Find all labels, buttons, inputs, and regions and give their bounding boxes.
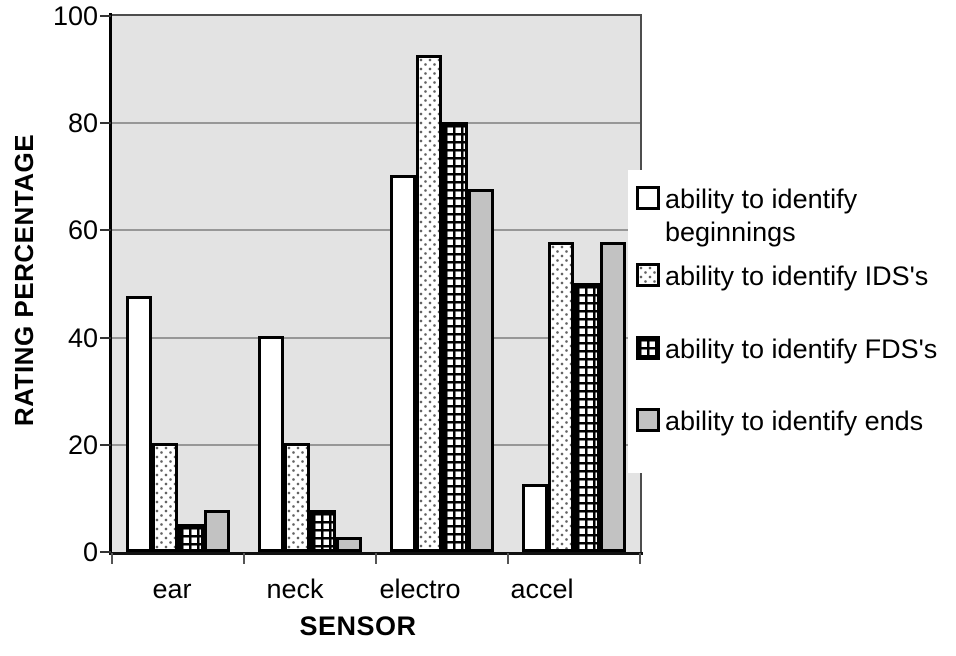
- legend-swatch-dotted-icon: [636, 263, 660, 287]
- legend-label-2: ability to identify IDS's: [665, 261, 929, 291]
- bar-accel-s4: [600, 242, 626, 552]
- bar-neck-s4: [336, 537, 362, 552]
- legend-item-1: ability to identify beginnings: [636, 183, 953, 249]
- gridline-60: [112, 229, 640, 232]
- bar-electro-s2: [416, 54, 442, 552]
- y-tick-label-60: 60: [67, 215, 98, 246]
- bar-neck-s2: [284, 443, 310, 552]
- y-tick-20: [100, 443, 111, 446]
- bar-neck-s1: [258, 336, 284, 552]
- y-axis-line: [109, 13, 112, 555]
- x-tick-1: [243, 553, 245, 564]
- legend-item-2: ability to identify IDS's: [636, 260, 928, 293]
- y-tick-100: [100, 15, 111, 17]
- bar-ear-s1: [126, 295, 152, 552]
- gridline-20: [112, 443, 640, 446]
- x-tick-2: [375, 553, 377, 564]
- y-tick-80: [100, 122, 111, 125]
- bar-electro-s3: [442, 121, 468, 552]
- bar-electro-s4: [468, 188, 494, 552]
- bar-neck-s3: [310, 510, 336, 552]
- x-tick-0: [111, 553, 113, 564]
- gridline-40: [112, 336, 640, 339]
- y-tick-60: [100, 229, 111, 232]
- x-tick-3: [507, 553, 509, 564]
- y-tick-label-20: 20: [67, 429, 98, 460]
- legend-label-1: ability to identify beginnings: [665, 184, 858, 247]
- legend-label-3: ability to identify FDS's: [665, 334, 938, 364]
- x-label-neck: neck: [266, 574, 324, 604]
- plot-area: [112, 16, 640, 552]
- x-label-ear: ear: [152, 574, 192, 604]
- legend-item-3: ability to identify FDS's: [636, 333, 937, 366]
- y-tick-label-80: 80: [67, 108, 98, 139]
- x-axis-title: SENSOR: [299, 611, 417, 641]
- y-tick-label-0: 0: [82, 537, 98, 567]
- legend: ability to identify beginnings ability to…: [628, 170, 956, 473]
- bar-accel-s3: [574, 282, 600, 552]
- y-tick-0: [100, 551, 111, 553]
- legend-label-4: ability to identify ends: [665, 406, 924, 436]
- bar-accel-s1: [522, 483, 548, 552]
- legend-item-4: ability to identify ends: [636, 405, 923, 438]
- gridline-80: [112, 122, 640, 125]
- bar-accel-s2: [548, 242, 574, 552]
- plot-border-top: [112, 14, 642, 16]
- y-tick-40: [100, 336, 111, 339]
- x-label-accel: accel: [510, 574, 574, 604]
- legend-swatch-crosshatch-icon: [636, 336, 660, 360]
- y-tick-label-40: 40: [67, 322, 98, 353]
- y-tick-label-100: 100: [52, 1, 98, 31]
- bar-ear-s4: [204, 510, 230, 552]
- bar-ear-s2: [152, 443, 178, 552]
- bar-electro-s1: [390, 175, 416, 552]
- legend-swatch-gray-icon: [636, 408, 660, 432]
- x-tick-4: [639, 553, 641, 564]
- bar-ear-s3: [178, 523, 204, 552]
- legend-swatch-white-icon: [636, 186, 660, 210]
- x-label-electro: electro: [379, 574, 461, 604]
